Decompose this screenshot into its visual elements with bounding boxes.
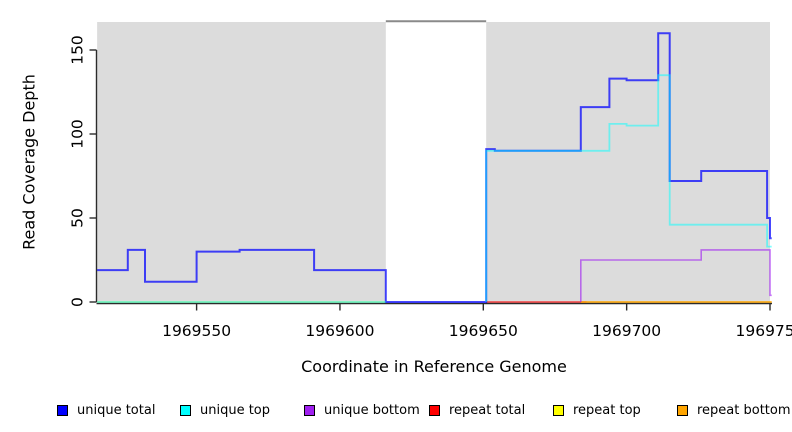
- x-tick-label: 1969650: [449, 322, 518, 340]
- y-tick-label: 50: [69, 208, 87, 228]
- legend-swatch-unique-bottom: [304, 404, 315, 416]
- x-tick-label: 1969700: [592, 322, 661, 340]
- legend-swatch-unique-top: [180, 404, 191, 416]
- legend-item-unique-total: unique total: [57, 401, 155, 419]
- y-tick-label: 150: [69, 35, 87, 65]
- legend-item-repeat-total: repeat total: [429, 401, 525, 419]
- legend-label-unique-total: unique total: [77, 402, 156, 418]
- legend-label-repeat-total: repeat total: [449, 402, 526, 418]
- legend-item-unique-bottom: unique bottom: [304, 401, 420, 419]
- legend-label-repeat-top: repeat top: [573, 402, 641, 418]
- legend-swatch-repeat-bottom: [677, 404, 688, 416]
- legend-item-unique-top: unique top: [180, 401, 270, 419]
- legend-swatch-unique-total: [57, 404, 68, 416]
- x-tick-label: 1969600: [305, 322, 374, 340]
- series-unique-bottom: [580, 249, 772, 302]
- x-tick-label: 1969550: [162, 322, 231, 340]
- shaded-region: [97, 22, 386, 303]
- legend: unique total unique top unique bottom repea…: [0, 401, 792, 425]
- x-tick-label: 1969750: [735, 322, 792, 340]
- x-axis-title: Coordinate in Reference Genome: [301, 357, 567, 376]
- legend-label-repeat-bottom: repeat bottom: [697, 402, 791, 418]
- series-unique-top: [485, 74, 772, 302]
- legend-item-repeat-bottom: repeat bottom: [677, 401, 791, 419]
- legend-label-unique-top: unique top: [200, 402, 271, 418]
- legend-label-unique-bottom: unique bottom: [324, 402, 420, 418]
- y-tick-label: 0: [69, 297, 87, 307]
- shaded-region: [486, 22, 770, 303]
- legend-item-repeat-top: repeat top: [553, 401, 641, 419]
- legend-swatch-repeat-top: [553, 404, 564, 416]
- y-axis-title: Read Coverage Depth: [19, 74, 39, 250]
- y-tick-label: 100: [69, 119, 87, 149]
- legend-swatch-repeat-total: [429, 404, 440, 416]
